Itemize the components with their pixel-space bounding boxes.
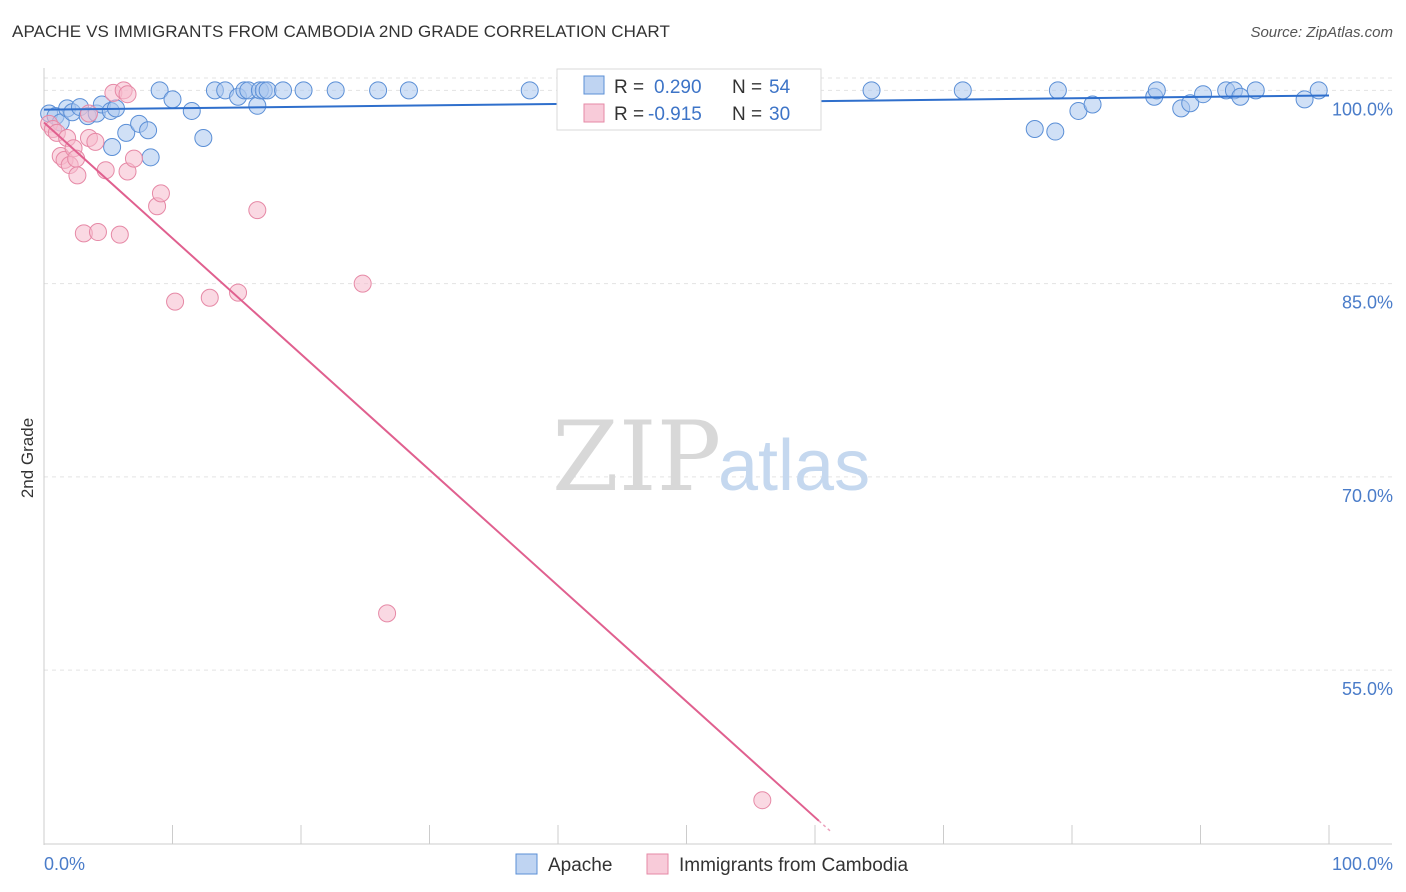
chart-title: APACHE VS IMMIGRANTS FROM CAMBODIA 2ND G… bbox=[12, 22, 670, 41]
cambodia-point bbox=[151, 184, 170, 203]
apache-point bbox=[163, 90, 182, 109]
cambodia-trend-line bbox=[43, 121, 820, 822]
cambodia-point bbox=[86, 132, 105, 151]
cambodia-point bbox=[353, 274, 372, 293]
legend-n-label-apache: N = bbox=[732, 77, 762, 98]
cambodia-point bbox=[88, 223, 107, 242]
apache-point bbox=[139, 121, 158, 140]
y-tick-label: 55.0% bbox=[1342, 679, 1393, 699]
legend-n-label-cambodia: N = bbox=[732, 104, 762, 125]
cambodia-point bbox=[124, 149, 143, 168]
legend-r-label-cambodia: R = bbox=[614, 104, 644, 125]
cambodia-points bbox=[40, 81, 772, 810]
legend-swatch-apache bbox=[583, 75, 605, 95]
x-tick-labels: 0.0% 100.0% bbox=[44, 854, 1393, 874]
watermark: ZIP atlas bbox=[552, 401, 870, 513]
y-tick-label: 70.0% bbox=[1342, 486, 1393, 506]
cambodia-point bbox=[110, 225, 129, 244]
legend-n-value-apache: 54 bbox=[769, 77, 791, 98]
y-tick-label: 100.0% bbox=[1332, 99, 1393, 119]
apache-point bbox=[1048, 81, 1067, 100]
cambodia-trend-extension bbox=[818, 820, 833, 833]
series-legend-label-cambodia: Immigrants from Cambodia bbox=[679, 855, 909, 876]
cambodia-point bbox=[118, 85, 137, 104]
apache-point bbox=[326, 81, 345, 100]
apache-point bbox=[294, 81, 313, 100]
apache-point bbox=[150, 81, 169, 100]
watermark-atlas: atlas bbox=[718, 426, 870, 506]
series-legend-swatch-cambodia bbox=[646, 853, 669, 875]
apache-point bbox=[194, 128, 213, 147]
legend-r-value-cambodia: -0.915 bbox=[648, 104, 702, 125]
grid-lines bbox=[44, 77, 1392, 671]
cambodia-point bbox=[229, 283, 248, 302]
apache-point bbox=[369, 81, 388, 100]
apache-point bbox=[953, 81, 972, 100]
apache-point bbox=[182, 101, 201, 120]
apache-point bbox=[862, 81, 881, 100]
axes bbox=[43, 68, 1392, 845]
cambodia-point bbox=[248, 201, 267, 220]
apache-point bbox=[1246, 81, 1265, 100]
cambodia-point bbox=[79, 104, 98, 123]
legend-swatch-cambodia bbox=[583, 103, 605, 123]
x-tick-label-max: 100.0% bbox=[1332, 854, 1393, 874]
apache-point bbox=[1181, 94, 1200, 113]
legend-r-label-apache: R = bbox=[614, 77, 644, 98]
series-legend-label-apache: Apache bbox=[548, 855, 612, 876]
apache-point bbox=[258, 81, 277, 100]
cambodia-point bbox=[378, 604, 397, 623]
apache-point bbox=[520, 81, 539, 100]
apache-point bbox=[141, 148, 160, 167]
cambodia-point bbox=[200, 288, 219, 307]
cambodia-point bbox=[96, 161, 115, 180]
apache-point bbox=[1046, 122, 1065, 141]
legend-n-value-cambodia: 30 bbox=[769, 104, 790, 125]
apache-point bbox=[103, 138, 122, 157]
apache-point bbox=[399, 81, 418, 100]
apache-point bbox=[248, 96, 267, 115]
watermark-zip: ZIP bbox=[552, 401, 721, 513]
x-tick-label-min: 0.0% bbox=[44, 854, 85, 874]
series-legend: Apache Immigrants from Cambodia bbox=[515, 853, 909, 876]
apache-point bbox=[1147, 81, 1166, 100]
cambodia-point bbox=[753, 791, 772, 810]
cambodia-point bbox=[68, 166, 87, 185]
apache-point bbox=[274, 81, 293, 100]
legend-r-value-apache: 0.290 bbox=[654, 77, 702, 98]
y-tick-label: 85.0% bbox=[1342, 293, 1393, 313]
apache-point bbox=[1025, 119, 1044, 138]
cambodia-point bbox=[166, 292, 185, 311]
series-legend-swatch-apache bbox=[515, 853, 538, 875]
apache-points bbox=[40, 81, 1328, 167]
source-label: Source: ZipAtlas.com bbox=[1250, 24, 1393, 41]
apache-point bbox=[1194, 85, 1213, 104]
apache-point bbox=[117, 123, 136, 142]
correlation-legend: R = 0.290 N = 54 R = -0.915 N = 30 bbox=[556, 68, 822, 131]
apache-point bbox=[1083, 95, 1102, 114]
y-tick-labels: 100.0% 85.0% 70.0% 55.0% bbox=[1332, 99, 1393, 699]
y-axis-label: 2nd Grade bbox=[18, 418, 37, 498]
